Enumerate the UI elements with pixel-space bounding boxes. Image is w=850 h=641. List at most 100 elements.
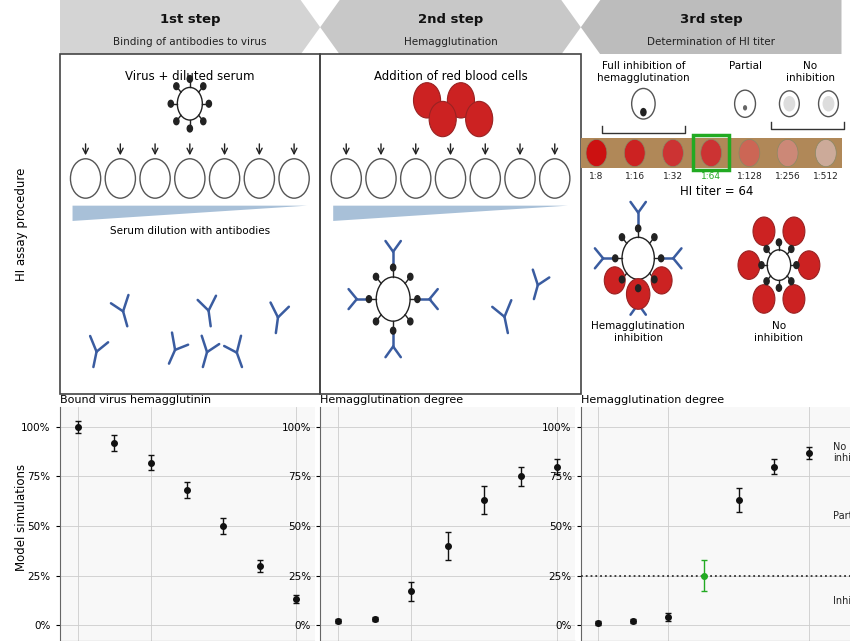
Circle shape [435,159,466,198]
Text: Addition of red blood cells: Addition of red blood cells [374,70,527,83]
Circle shape [332,159,361,198]
Circle shape [662,140,683,167]
Text: Virus + diluted serum: Virus + diluted serum [125,70,255,83]
Circle shape [753,217,775,246]
Circle shape [173,118,179,125]
Circle shape [777,140,798,167]
Circle shape [390,264,396,271]
Text: Hemagglutination
inhibition: Hemagglutination inhibition [592,321,685,343]
Circle shape [168,101,173,107]
Polygon shape [72,206,307,221]
Circle shape [626,279,650,309]
Circle shape [244,159,275,198]
Text: Bound virus hemagglutinin: Bound virus hemagglutinin [60,395,211,405]
Circle shape [408,318,413,325]
Circle shape [620,234,625,240]
Circle shape [413,83,440,118]
Text: Full inhibition of
hemagglutination: Full inhibition of hemagglutination [597,62,689,83]
Text: 1:512: 1:512 [813,172,839,181]
Bar [581,138,842,169]
Text: Determination of HI titer: Determination of HI titer [647,37,775,47]
Circle shape [429,101,456,137]
Text: Inhibition: Inhibition [833,596,850,606]
Circle shape [700,140,722,167]
Circle shape [823,96,835,112]
Circle shape [209,159,240,198]
Circle shape [783,285,805,313]
Circle shape [201,83,206,90]
Text: No
inhibition: No inhibition [833,442,850,463]
Circle shape [622,237,654,279]
Circle shape [400,159,431,198]
Circle shape [776,285,781,291]
Circle shape [819,91,838,117]
Text: No
inhibition: No inhibition [755,321,803,343]
Text: 1:64: 1:64 [701,172,721,181]
Circle shape [408,273,413,280]
Circle shape [173,83,179,90]
Circle shape [613,255,618,262]
Circle shape [604,267,625,294]
Text: Serum dilution with antibodies: Serum dilution with antibodies [110,226,270,236]
Text: 2nd step: 2nd step [418,13,483,26]
Text: Hemagglutination degree: Hemagglutination degree [320,395,463,405]
Text: Partial: Partial [833,511,850,521]
Circle shape [636,285,641,292]
Circle shape [798,251,820,279]
Polygon shape [333,206,568,221]
Circle shape [71,159,100,198]
Circle shape [815,140,836,167]
Circle shape [466,101,493,137]
Circle shape [366,159,396,198]
Circle shape [764,246,769,253]
Circle shape [743,105,747,110]
Text: 3rd step: 3rd step [680,13,743,26]
Circle shape [470,159,501,198]
Circle shape [415,296,420,303]
Text: 1st step: 1st step [160,13,220,26]
Polygon shape [320,0,581,54]
Circle shape [651,267,672,294]
Text: No
inhibition: No inhibition [785,62,835,83]
Circle shape [586,140,607,167]
Circle shape [636,225,641,232]
Circle shape [789,278,794,285]
Text: 1:16: 1:16 [625,172,645,181]
Circle shape [784,96,796,112]
Text: Partial: Partial [728,62,762,71]
Circle shape [505,159,536,198]
Circle shape [178,87,202,120]
Polygon shape [60,0,320,54]
Circle shape [734,90,756,117]
Circle shape [640,108,647,117]
Circle shape [207,101,212,107]
Text: Model simulations: Model simulations [14,464,28,571]
Circle shape [390,328,396,334]
Circle shape [753,285,775,313]
Polygon shape [581,0,842,54]
Text: 1:32: 1:32 [663,172,683,181]
Circle shape [187,76,192,82]
Circle shape [140,159,170,198]
Circle shape [377,277,410,321]
Text: HI titer = 64: HI titer = 64 [680,185,753,198]
Circle shape [779,91,799,117]
Circle shape [620,276,625,283]
Circle shape [175,159,205,198]
Circle shape [187,125,192,132]
Circle shape [759,262,764,269]
Circle shape [783,217,805,246]
Text: 1:8: 1:8 [589,172,604,181]
Circle shape [789,246,794,253]
Text: 1:256: 1:256 [774,172,801,181]
Circle shape [652,276,657,283]
Circle shape [447,83,474,118]
Text: Binding of antibodies to virus: Binding of antibodies to virus [113,37,267,47]
Circle shape [366,296,371,303]
Circle shape [279,159,309,198]
Circle shape [540,159,570,198]
Circle shape [764,278,769,285]
Circle shape [632,88,655,119]
Text: Hemagglutination degree: Hemagglutination degree [581,395,724,405]
Text: HI assay procedure: HI assay procedure [14,168,28,281]
